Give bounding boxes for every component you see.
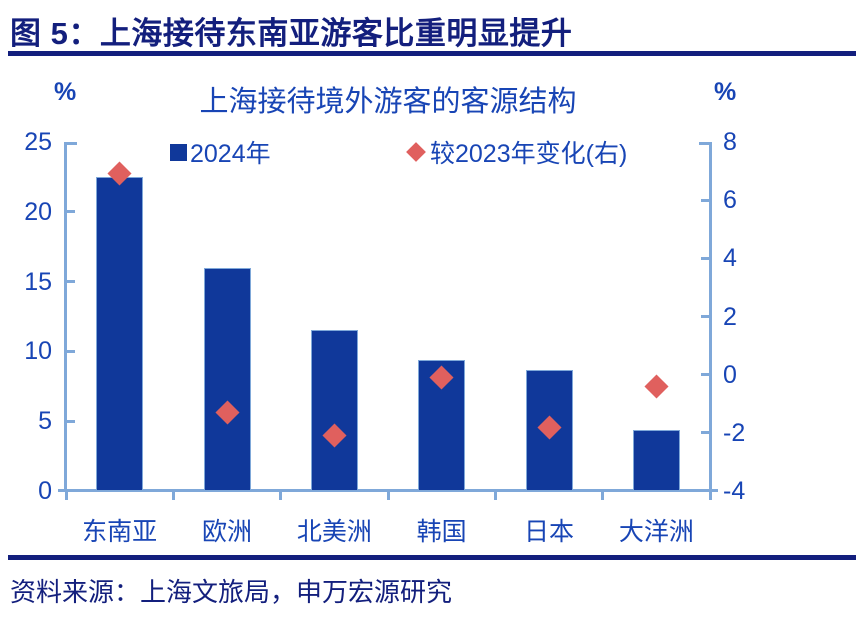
right-axis-tick-label: 0 bbox=[723, 360, 737, 389]
title-divider bbox=[8, 51, 856, 56]
x-axis-tick bbox=[171, 491, 175, 500]
category-label-2: 北美洲 bbox=[296, 518, 372, 546]
bar-5 bbox=[632, 429, 680, 491]
right-axis-tick bbox=[701, 256, 710, 260]
right-axis-tick bbox=[701, 373, 710, 377]
bar-1 bbox=[203, 267, 251, 491]
right-axis-tick-label: 8 bbox=[723, 128, 737, 156]
left-axis-tick-label: 25 bbox=[24, 128, 52, 156]
right-axis-tick bbox=[701, 198, 710, 202]
legend-label-2024: 2024年 bbox=[190, 140, 271, 168]
left-axis-tick-label: 0 bbox=[38, 477, 52, 505]
right-axis-tick-label: -4 bbox=[723, 477, 746, 505]
legend-item-2024: 2024年 bbox=[170, 134, 271, 170]
diamond-marker-5 bbox=[644, 374, 669, 399]
legend-label-change: 较2023年变化(右) bbox=[430, 140, 628, 168]
bar-0 bbox=[96, 176, 144, 491]
x-axis-tick bbox=[279, 491, 283, 500]
left-axis-tick bbox=[66, 349, 75, 353]
category-label-1: 欧洲 bbox=[201, 518, 252, 546]
plot-area: 0 5 10 15 20 25 -4 -2 0 2 4 6 8 东南亚 欧洲 北美洲 韩国 日本 大洋洲 bbox=[24, 128, 745, 546]
category-label-4: 日本 bbox=[523, 518, 574, 546]
legend-item-change: 较2023年变化(右) bbox=[406, 134, 627, 170]
right-axis-tick-label: 2 bbox=[723, 302, 737, 331]
left-axis-tick bbox=[66, 419, 75, 423]
right-axis-unit: % bbox=[714, 78, 737, 106]
right-axis-tick bbox=[701, 431, 710, 435]
bar-series-swatch-icon bbox=[170, 143, 187, 161]
source-divider bbox=[8, 555, 856, 560]
category-label-3: 韩国 bbox=[416, 518, 467, 546]
category-label-5: 大洋洲 bbox=[618, 518, 694, 546]
x-axis-tick bbox=[708, 491, 712, 500]
x-axis-tick bbox=[64, 491, 68, 500]
left-axis-tick-label: 15 bbox=[24, 267, 52, 296]
right-axis-tick-label: 4 bbox=[723, 244, 737, 273]
left-axis-tick-label: 5 bbox=[38, 407, 52, 436]
source-note: 资料来源：上海文旅局，申万宏源研究 bbox=[10, 577, 453, 607]
left-axis-tick bbox=[66, 210, 75, 214]
right-axis-tick bbox=[701, 315, 710, 318]
figure-title: 图 5：上海接待东南亚游客比重明显提升 bbox=[10, 16, 573, 51]
right-axis-cap bbox=[699, 142, 712, 145]
bar-2 bbox=[310, 330, 358, 491]
chart-title: 上海接待境外游客的客源结构 bbox=[199, 86, 577, 118]
x-axis-line bbox=[58, 489, 718, 492]
x-axis-tick bbox=[493, 491, 497, 500]
left-axis-cap bbox=[64, 142, 77, 145]
right-axis-line bbox=[709, 142, 712, 491]
category-label-0: 东南亚 bbox=[82, 518, 158, 546]
right-axis-tick-label: 6 bbox=[723, 186, 737, 215]
right-axis-tick-label: -2 bbox=[723, 418, 746, 447]
x-axis-tick bbox=[386, 491, 390, 500]
left-axis-line bbox=[64, 142, 67, 491]
left-axis-tick-label: 20 bbox=[24, 197, 52, 226]
left-axis-tick-label: 10 bbox=[24, 337, 52, 366]
x-axis-tick bbox=[601, 491, 605, 500]
left-axis-unit: % bbox=[54, 78, 77, 106]
left-axis-tick bbox=[66, 280, 75, 284]
